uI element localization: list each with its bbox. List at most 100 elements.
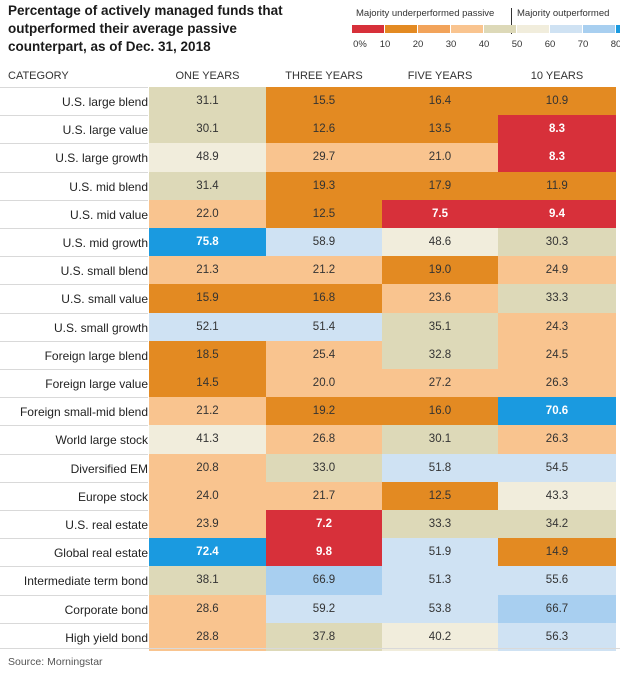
heatmap-cell: 22.0 [149,199,266,228]
row-category-label: Corporate bond [0,594,148,624]
table-row: U.S. mid blend 31.4 19.3 17.9 11.9 [0,171,620,201]
table-row: High yield bond 28.8 37.8 40.2 56.3 [0,622,620,652]
heatmap-cell: 30.3 [498,228,616,257]
heatmap-cell: 29.7 [266,143,382,172]
heatmap-cell: 32.8 [382,340,498,369]
bottom-rule [0,648,620,649]
heatmap-cell: 31.4 [149,171,266,200]
heatmap-cell: 66.7 [498,594,616,623]
legend-outperformed-label: Majority outperformed [517,8,610,19]
column-headers: CATEGORY ONE YEARS THREE YEARS FIVE YEAR… [0,68,620,84]
table-row: U.S. large value 30.1 12.6 13.5 8.3 [0,115,620,144]
heatmap-cell: 72.4 [149,538,266,567]
heatmap-cell: 51.3 [382,566,498,595]
heatmap-cell: 20.0 [266,369,382,398]
row-category-label: U.S. small value [0,284,148,313]
heatmap-cell: 54.5 [498,453,616,482]
heatmap-cell: 21.2 [149,397,266,426]
heatmap-cell: 75.8 [149,228,266,257]
legend-swatch [616,25,620,33]
legend-tick: 10 [379,39,391,50]
table-row: Corporate bond 28.6 59.2 53.8 66.7 [0,594,620,624]
row-category-label: U.S. mid value [0,199,148,229]
legend-swatch [418,25,450,33]
legend-swatch [451,25,483,33]
heatmap-cell: 30.1 [382,425,498,454]
legend-tick: 70 [577,39,589,50]
heatmap-cell: 28.6 [149,594,266,623]
row-category-label: U.S. large blend [0,87,148,116]
header-category: CATEGORY [8,70,69,82]
heatmap-cell: 31.1 [149,87,266,116]
table-row: Diversified EM 20.8 33.0 51.8 54.5 [0,453,620,482]
heatmap-cell: 51.8 [382,453,498,482]
legend-tick: 50 [511,39,523,50]
row-category-label: Europe stock [0,481,148,511]
row-category-label: U.S. mid growth [0,228,148,257]
heatmap-cell: 35.1 [382,312,498,341]
legend-tick: 20 [412,39,424,50]
row-category-label: World large stock [0,425,148,454]
heatmap-cell: 19.3 [266,171,382,200]
heatmap-cell: 51.4 [266,312,382,341]
heatmap-cell: 51.9 [382,538,498,567]
color-legend: Majority underperformed passive Majority… [350,6,620,56]
heatmap-cell: 15.9 [149,284,266,313]
heatmap-cell: 40.2 [382,622,498,651]
table-row: Global real estate 72.4 9.8 51.9 14.9 [0,538,620,567]
heatmap-cell: 21.0 [382,143,498,172]
heatmap-cell: 70.6 [498,397,616,426]
heatmap-cell: 18.5 [149,340,266,369]
row-category-label: U.S. mid blend [0,171,148,201]
heatmap-cell: 16.8 [266,284,382,313]
header-five-years: FIVE YEARS [407,70,473,82]
heatmap-cell: 34.2 [498,510,616,539]
row-category-label: Global real estate [0,538,148,567]
heatmap-cell: 7.2 [266,510,382,539]
heatmap-cell: 13.5 [382,115,498,144]
heatmap-cell: 8.3 [498,115,616,144]
legend-swatch [385,25,417,33]
heatmap-cell: 10.9 [498,87,616,116]
heatmap-cell: 37.8 [266,622,382,651]
chart-title: Percentage of actively managed funds tha… [8,3,283,54]
heatmap-cell: 16.0 [382,397,498,426]
heatmap-cell: 26.3 [498,369,616,398]
heatmap-cell: 33.0 [266,453,382,482]
heatmap-cell: 27.2 [382,369,498,398]
heatmap-cell: 48.9 [149,143,266,172]
table-row: Foreign small-mid blend 21.2 19.2 16.0 70.6 [0,397,620,426]
heatmap-cell: 38.1 [149,566,266,595]
heatmap-cell: 21.7 [266,481,382,510]
heatmap-cell: 43.3 [498,481,616,510]
heatmap-cell: 53.8 [382,594,498,623]
header-one-years: ONE YEARS [175,70,240,82]
heatmap-cell: 9.4 [498,199,616,228]
heatmap-cell: 25.4 [266,340,382,369]
heatmap-cell: 24.0 [149,481,266,510]
legend-swatch [550,25,582,33]
heatmap-cell: 11.9 [498,171,616,200]
table-row: U.S. mid value 22.0 12.5 7.5 9.4 [0,199,620,229]
legend-divider [511,8,512,34]
heatmap-cell: 52.1 [149,312,266,341]
legend-tick: 80 [610,39,620,50]
row-category-label: High yield bond [0,622,148,652]
table-row: U.S. small blend 21.3 21.2 19.0 24.9 [0,256,620,285]
table-row: World large stock 41.3 26.8 30.1 26.3 [0,425,620,454]
table-row: U.S. large blend 31.1 15.5 16.4 10.9 [0,87,620,116]
table-row: U.S. small value 15.9 16.8 23.6 33.3 [0,284,620,313]
heatmap-cell: 33.3 [498,284,616,313]
heatmap-cell: 33.3 [382,510,498,539]
heatmap-cell: 24.3 [498,312,616,341]
source-note: Source: Morningstar [8,656,103,668]
heatmap-cell: 21.3 [149,256,266,285]
legend-underperformed-label: Majority underperformed passive [356,8,495,19]
heatmap-cell: 20.8 [149,453,266,482]
header-ten-years: 10 YEARS [530,70,584,82]
table-row: U.S. real estate 23.9 7.2 33.3 34.2 [0,510,620,539]
heatmap-cell: 55.6 [498,566,616,595]
table-row: Europe stock 24.0 21.7 12.5 43.3 [0,481,620,511]
legend-tick: 30 [445,39,457,50]
row-category-label: Foreign small-mid blend [0,397,148,426]
